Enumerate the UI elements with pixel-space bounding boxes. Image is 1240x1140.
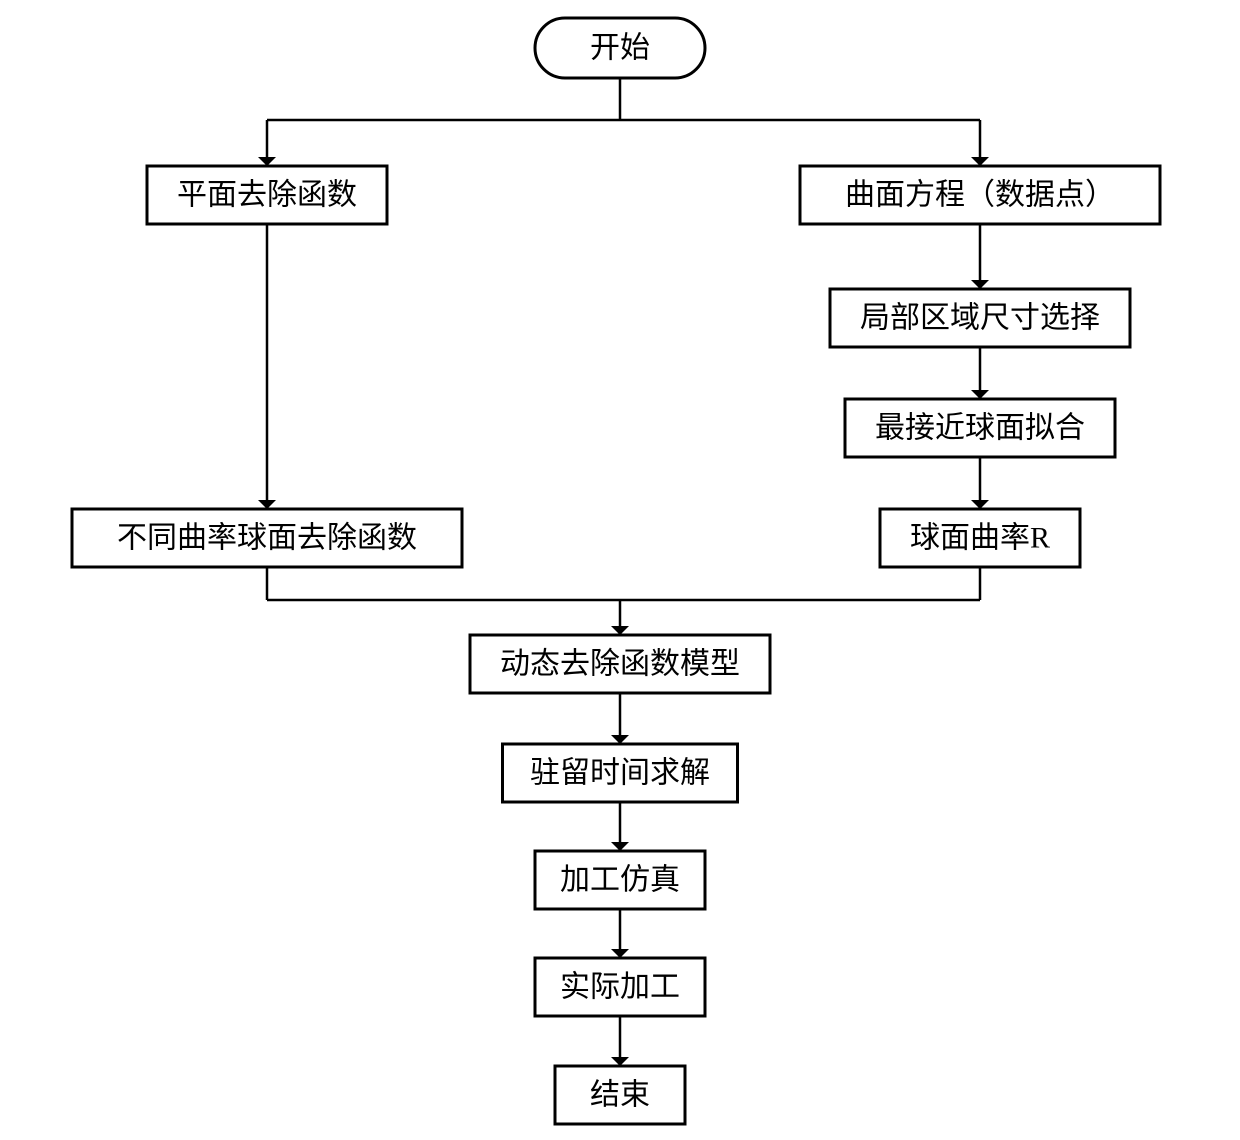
label-right1: 曲面方程（数据点） — [845, 179, 1115, 212]
node-mid1: 动态去除函数模型 — [470, 635, 770, 693]
label-mid1: 动态去除函数模型 — [500, 648, 740, 681]
node-end: 结束 — [555, 1066, 685, 1124]
node-start: 开始 — [535, 18, 705, 78]
node-right4: 球面曲率R — [880, 509, 1080, 567]
label-mid2: 驻留时间求解 — [530, 757, 710, 790]
label-left2: 不同曲率球面去除函数 — [117, 522, 417, 555]
label-end: 结束 — [590, 1079, 650, 1112]
label-left1: 平面去除函数 — [177, 179, 357, 212]
node-mid2: 驻留时间求解 — [503, 744, 738, 802]
label-right4: 球面曲率R — [910, 522, 1050, 555]
label-mid4: 实际加工 — [560, 971, 680, 1004]
node-right3: 最接近球面拟合 — [845, 399, 1115, 457]
node-mid4: 实际加工 — [535, 958, 705, 1016]
node-mid3: 加工仿真 — [535, 851, 705, 909]
node-left2: 不同曲率球面去除函数 — [72, 509, 462, 567]
node-right2: 局部区域尺寸选择 — [830, 289, 1130, 347]
label-mid3: 加工仿真 — [560, 864, 680, 897]
label-right3: 最接近球面拟合 — [875, 412, 1085, 445]
node-left1: 平面去除函数 — [147, 166, 387, 224]
node-right1: 曲面方程（数据点） — [800, 166, 1160, 224]
label-right2: 局部区域尺寸选择 — [860, 302, 1100, 335]
label-start: 开始 — [590, 32, 650, 65]
